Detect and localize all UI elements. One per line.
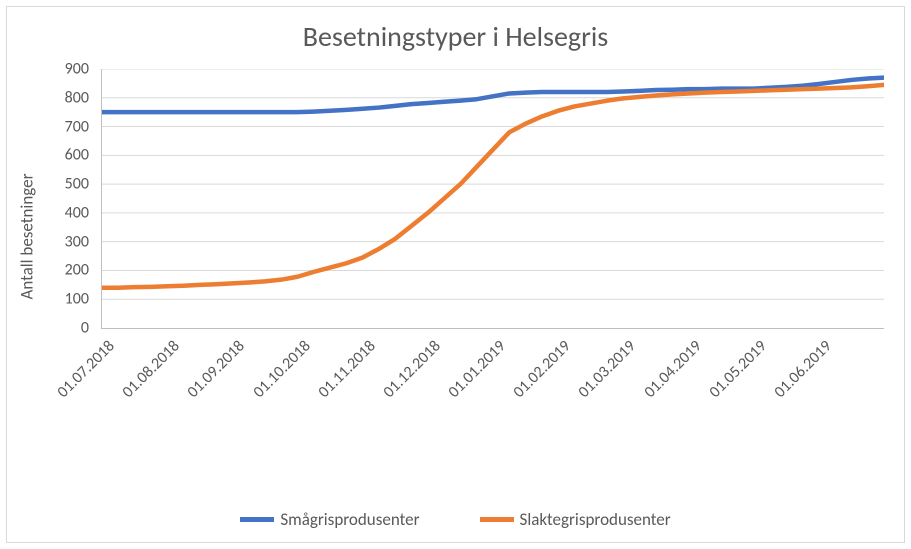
series-line bbox=[102, 78, 884, 113]
legend-label-0: Smågrisprodusenter bbox=[280, 509, 419, 530]
gridlines bbox=[102, 69, 884, 299]
plot-svg bbox=[102, 69, 884, 328]
y-tick-label: 100 bbox=[65, 290, 89, 309]
y-tick-label: 800 bbox=[65, 88, 89, 107]
legend-swatch-1 bbox=[480, 517, 514, 522]
plot-wrap: Antall besetninger 0 100 200 300 400 500 600 70… bbox=[7, 69, 904, 484]
plot-area bbox=[101, 69, 884, 329]
series-line bbox=[102, 85, 884, 288]
y-tick-label: 300 bbox=[65, 232, 89, 251]
series-group bbox=[102, 78, 884, 288]
legend-item-1: Slaktegrisprodusenter bbox=[480, 509, 671, 530]
chart-container: Besetningstyper i Helsegris Antall beset… bbox=[6, 6, 905, 543]
y-tick-label: 400 bbox=[65, 203, 89, 222]
y-tick-label: 0 bbox=[81, 319, 89, 338]
chart-title: Besetningstyper i Helsegris bbox=[7, 7, 904, 62]
y-tick-label: 700 bbox=[65, 117, 89, 136]
legend: Smågrisprodusenter Slaktegrisprodusenter bbox=[7, 509, 904, 530]
y-tick-label: 200 bbox=[65, 261, 89, 280]
y-axis-label-text: Antall besetninger bbox=[17, 174, 38, 300]
legend-item-0: Smågrisprodusenter bbox=[240, 509, 419, 530]
y-tick-label: 900 bbox=[65, 60, 89, 79]
legend-swatch-0 bbox=[240, 517, 274, 522]
y-axis-label: Antall besetninger bbox=[15, 69, 39, 404]
y-tick-label: 600 bbox=[65, 146, 89, 165]
x-axis-ticks: 01.07.201801.08.201801.09.201801.10.2018… bbox=[101, 333, 884, 473]
y-tick-label: 500 bbox=[65, 175, 89, 194]
legend-label-1: Slaktegrisprodusenter bbox=[520, 509, 671, 530]
